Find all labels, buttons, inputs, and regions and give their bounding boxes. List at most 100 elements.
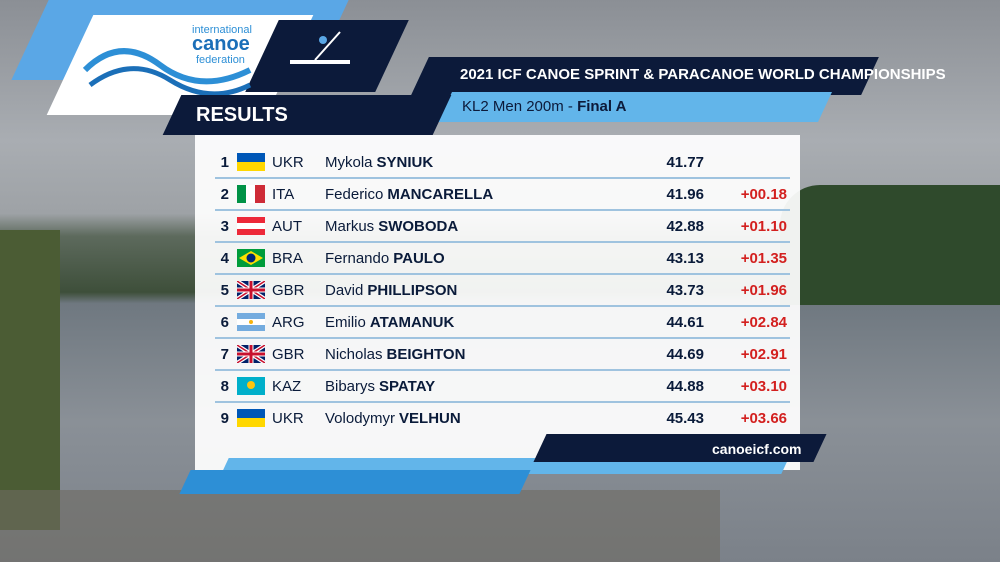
time: 44.88 [666,378,704,395]
results-panel [195,135,800,470]
rank: 6 [220,314,229,331]
gap: +02.91 [740,346,787,363]
logo-line1: international [192,24,252,36]
flag [237,281,265,299]
event: KL2 Men 200m - Final A [462,98,627,115]
rank: 5 [220,282,229,299]
gap: +01.10 [740,218,787,235]
trees-left [0,230,60,530]
flag [237,345,265,363]
kayak-icon [290,31,350,64]
row-separator [215,305,790,307]
event-name: KL2 Men 200m - [462,98,573,115]
athlete: Emilio ATAMANUK [325,314,454,331]
footer-url: canoeicf.com [712,441,802,457]
result-row: 3 AUT Markus SWOBODA 42.88 +01.10 [0,210,1000,242]
first-name: Emilio [325,314,366,331]
gap: +01.35 [740,250,787,267]
athlete: Federico MANCARELLA [325,186,493,203]
rank: 4 [220,250,229,267]
result-row: 7 GBR Nicholas BEIGHTON 44.69 +02.91 [0,338,1000,370]
first-name: Mykola [325,154,373,171]
gap: +02.84 [740,314,787,331]
time: 44.61 [666,314,704,331]
gap: +03.10 [740,378,787,395]
flag [237,153,265,171]
time: 43.13 [666,250,704,267]
last-name: MANCARELLA [387,186,494,203]
country: BRA [272,250,303,267]
country: GBR [272,346,305,363]
last-name: PHILLIPSON [367,282,458,299]
last-name: BEIGHTON [386,346,466,363]
athlete: Fernando PAULO [325,250,445,267]
country: ITA [272,186,295,203]
logo-wave [82,48,252,97]
last-name: SYNIUK [376,154,434,171]
gap: +01.96 [740,282,787,299]
result-row: 5 GBR David PHILLIPSON 43.73 +01.96 [0,274,1000,306]
rank: 2 [220,186,229,203]
time: 41.77 [666,154,704,171]
rank: 3 [220,218,229,235]
athlete: Volodymyr VELHUN [325,410,461,427]
row-separator [215,209,790,211]
rank: 7 [220,346,229,363]
first-name: Bibarys [325,378,376,395]
result-row: 6 ARG Emilio ATAMANUK 44.61 +02.84 [0,306,1000,338]
country: UKR [272,410,304,427]
last-name: ATAMANUK [369,314,455,331]
rank: 1 [220,154,229,171]
first-name: Volodymyr [325,410,396,427]
result-row: 2 ITA Federico MANCARELLA 41.96 +00.18 [0,178,1000,210]
country: GBR [272,282,305,299]
rank: 8 [220,378,229,395]
athlete: Markus SWOBODA [325,218,458,235]
flag [237,377,265,395]
flag [237,217,265,235]
country: AUT [272,218,302,235]
flag [237,313,265,331]
country: ARG [272,314,305,331]
flag [237,409,265,427]
row-separator [215,369,790,371]
gap: +00.18 [740,186,787,203]
rank: 9 [220,410,229,427]
title: 2021 ICF CANOE SPRINT & PARACANOE WORLD … [460,66,946,83]
last-name: SWOBODA [378,218,459,235]
country: KAZ [272,378,302,395]
first-name: Nicholas [325,346,383,363]
athlete: David PHILLIPSON [325,282,457,299]
row-separator [215,273,790,275]
time: 43.73 [666,282,704,299]
first-name: Fernando [325,250,390,267]
last-name: VELHUN [399,410,461,427]
logo-line2: canoe [192,33,250,55]
row-separator [215,241,790,243]
event-phase: Final A [577,98,627,115]
result-row: 8 KAZ Bibarys SPATAY 44.88 +03.10 [0,370,1000,402]
first-name: Federico [325,186,384,203]
result-row: 1 UKR Mykola SYNIUK 41.77 [0,146,1000,178]
country: UKR [272,154,304,171]
result-row: 9 UKR Volodymyr VELHUN 45.43 +03.66 [0,402,1000,434]
first-name: David [325,282,364,299]
time: 44.69 [666,346,704,363]
row-separator [215,401,790,403]
time: 41.96 [666,186,704,203]
last-name: SPATAY [379,378,436,395]
footer-bar-low [179,470,531,494]
last-name: PAULO [393,250,445,267]
flag [237,249,265,267]
first-name: Markus [325,218,375,235]
trees-right [780,185,1000,305]
athlete: Nicholas BEIGHTON [325,346,465,363]
dock [0,490,720,562]
flag [237,185,265,203]
result-row: 4 BRA Fernando PAULO 43.13 +01.35 [0,242,1000,274]
row-separator [215,177,790,179]
time: 42.88 [666,218,704,235]
row-separator [215,337,790,339]
section: RESULTS [196,104,288,126]
